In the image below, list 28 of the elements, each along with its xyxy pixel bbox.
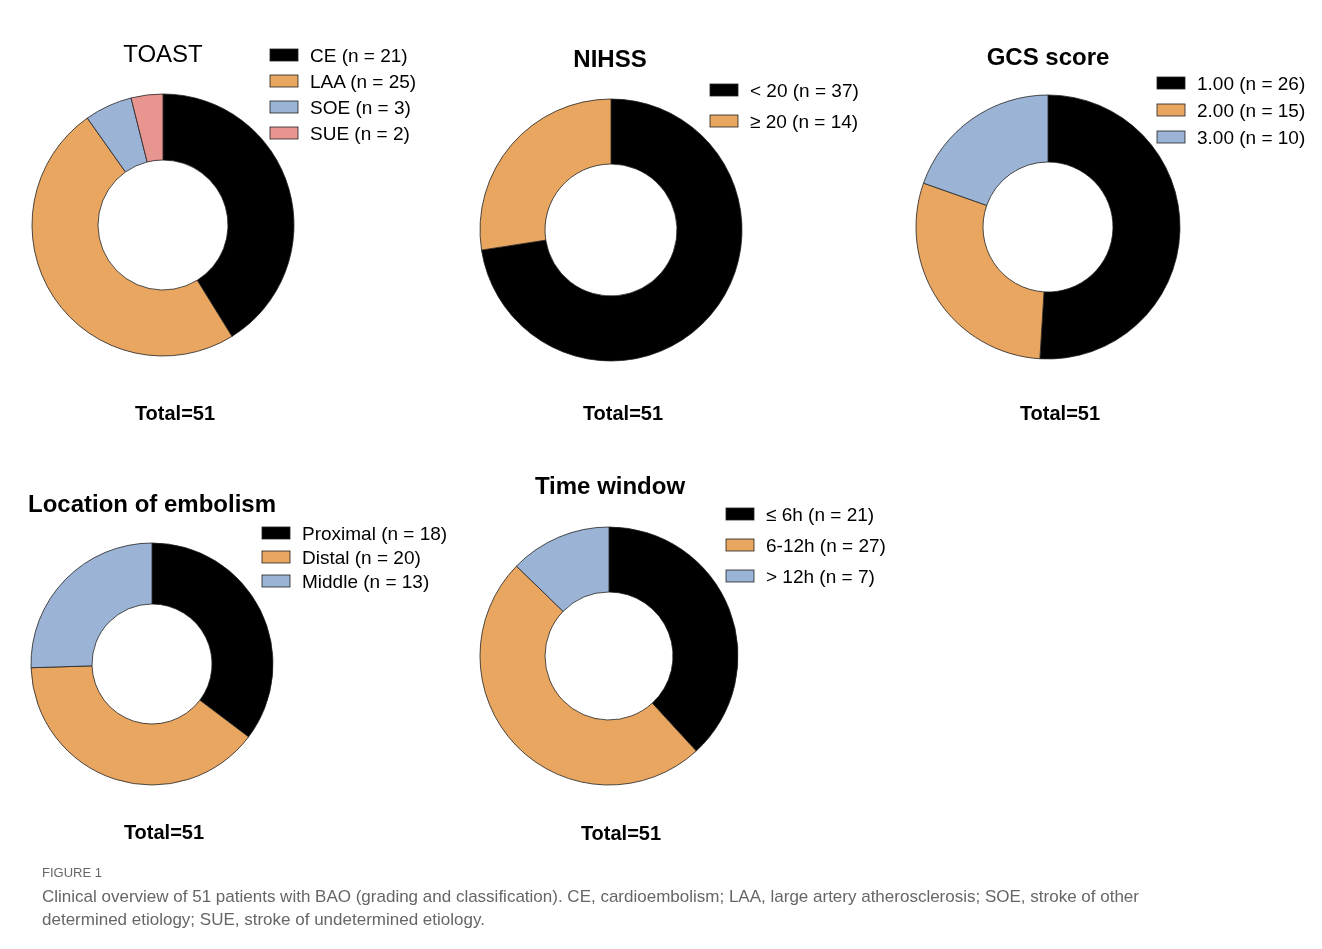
legend-label: Middle (n = 13) [302, 571, 430, 592]
legend-label: Distal (n = 20) [302, 547, 421, 568]
text: Total=51 [582, 402, 664, 424]
legend-label: LAA (n = 25) [310, 71, 417, 92]
text: Total=51 [123, 821, 205, 843]
chart-title: Time window [534, 472, 686, 499]
legend-label: < 20 (n = 37) [750, 80, 859, 101]
legend-label: Proximal (n = 18) [302, 523, 448, 544]
chart-title: Location of embolism [27, 490, 277, 517]
legend-label: 6-12h (n = 27) [766, 535, 886, 556]
legend-label: ≥ 20 (n = 14) [750, 111, 859, 132]
text: Total=51 [1019, 402, 1101, 424]
caption: FIGURE 1 [42, 865, 102, 880]
text: Clinical overview of 51 patients with BAO (grading and classification). CE, cardioembolism; LAA, large artery atherosclerosis; SOE, stroke of other determined etiology; SUE, stroke of undetermined etiology. [42, 887, 1140, 929]
legend-label: > 12h (n = 7) [766, 566, 875, 587]
legend-label: 2.00 (n = 15) [1197, 100, 1306, 121]
text: Total=51 [580, 822, 662, 844]
chart-title: NIHSS [573, 45, 647, 72]
chart-title: GCS score [986, 43, 1110, 70]
donut-slice [481, 98, 743, 362]
legend-label: 1.00 (n = 26) [1197, 73, 1306, 94]
legend-label: 3.00 (n = 10) [1197, 127, 1306, 148]
chart-title: TOAST [123, 40, 204, 67]
text: Total=51 [134, 402, 216, 424]
legend-label: CE (n = 21) [310, 45, 408, 66]
legend-label: SUE (n = 2) [310, 123, 410, 144]
legend-label: ≤ 6h (n = 21) [766, 504, 875, 525]
legend-label: SOE (n = 3) [310, 97, 411, 118]
